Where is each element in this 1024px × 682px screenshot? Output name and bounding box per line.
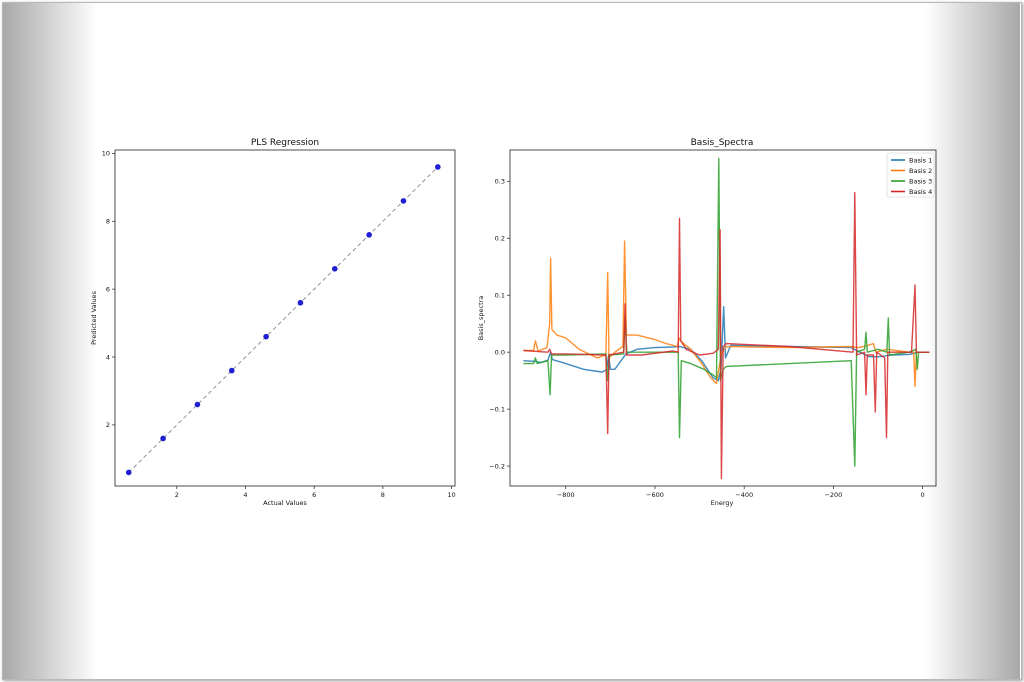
y-ticks: −0.2 −0.1 0.0 0.1 0.2 0.3: [489, 178, 510, 470]
x-tick-label: 0: [921, 491, 925, 499]
legend-label: Basis 4: [909, 188, 932, 196]
x-ticks: −800 −600 −400 −200 0: [557, 486, 925, 499]
y-tick-label: 0.2: [495, 235, 505, 243]
y-tick-label: 0.0: [495, 348, 505, 356]
scatter-point: [297, 299, 304, 306]
reference-line: [128, 166, 439, 473]
scatter-points: [125, 164, 441, 476]
scatter-point: [331, 265, 338, 272]
scatter-point: [194, 401, 201, 408]
decorative-border-right: [925, 3, 1020, 679]
y-tick-label: 8: [106, 218, 110, 226]
chart-title: PLS Regression: [251, 138, 319, 148]
y-tick-label: 10: [102, 150, 110, 158]
x-tick-label: −800: [557, 491, 575, 499]
pls-regression-chart: PLS Regression Actual Values Predicted V…: [90, 138, 456, 507]
scatter-point: [366, 232, 372, 238]
chart-title: Basis_Spectra: [691, 138, 754, 148]
x-tick-label: −400: [735, 491, 753, 499]
y-tick-label: −0.2: [489, 462, 505, 470]
y-tick-label: −0.1: [489, 405, 505, 413]
series-line-basis-4: [523, 192, 930, 480]
plot-frame: [509, 149, 937, 487]
scatter-point: [160, 435, 166, 442]
legend-label: Basis 1: [909, 156, 932, 164]
y-axis-label: Basis_spectra: [477, 296, 485, 341]
series-line-basis-2: [523, 240, 930, 387]
scatter-point: [228, 367, 235, 374]
y-ticks: 2 4 6 8 10: [102, 150, 115, 429]
spectra-series: [523, 157, 930, 480]
y-tick-label: 2: [106, 421, 110, 429]
legend: Basis 1 Basis 2 Basis 3 Basis 4: [886, 152, 935, 198]
scatter-point: [125, 469, 132, 476]
decorative-border-left: [3, 3, 98, 679]
scatter-point: [263, 333, 269, 340]
y-tick-label: 6: [106, 285, 110, 293]
x-axis-label: Actual Values: [263, 499, 307, 507]
y-tick-label: 0.3: [495, 178, 505, 186]
x-ticks: 2 4 6 8 10: [175, 486, 456, 499]
y-axis-label: Predicted Values: [90, 290, 98, 344]
x-tick-label: 8: [381, 491, 385, 499]
x-tick-label: 10: [447, 491, 455, 499]
x-tick-label: −200: [824, 491, 842, 499]
x-tick-label: 6: [312, 491, 316, 499]
x-tick-label: −600: [646, 491, 664, 499]
x-tick-label: 4: [243, 491, 247, 499]
scatter-point: [435, 164, 441, 170]
reference-line-segment: [128, 166, 439, 473]
x-axis-label: Energy: [711, 499, 734, 507]
basis-spectra-chart: Basis_Spectra Energy Basis_spectra −800−…: [477, 138, 937, 507]
legend-box: [886, 152, 935, 198]
scatter-point: [400, 198, 407, 204]
x-tick-label: 2: [175, 491, 179, 499]
legend-label: Basis 2: [909, 167, 932, 175]
legend-label: Basis 3: [909, 177, 932, 185]
series-line-basis-3: [523, 157, 930, 467]
y-tick-label: 0.1: [495, 292, 505, 300]
plot-frame: [114, 149, 456, 487]
y-tick-label: 4: [106, 353, 110, 361]
